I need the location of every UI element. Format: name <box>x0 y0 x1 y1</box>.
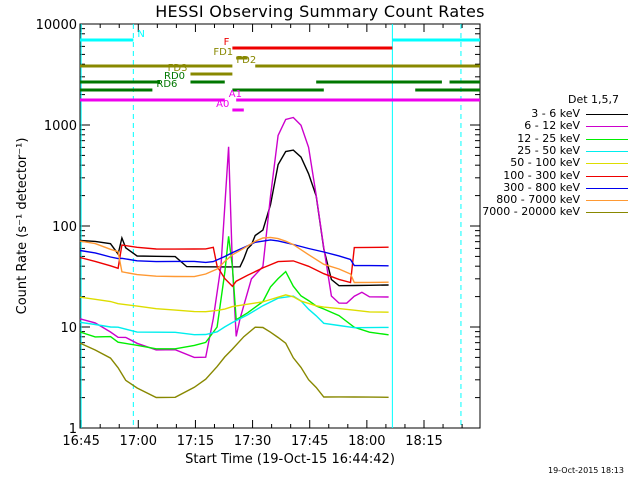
plot-frame <box>79 23 481 429</box>
flag-bar-label: A0 <box>216 99 229 110</box>
legend-entry-swatch <box>586 163 628 165</box>
x-tick-label: 17:00 <box>120 434 157 449</box>
chart-title: HESSI Observing Summary Count Rates <box>155 2 485 21</box>
series-line <box>79 294 389 313</box>
series-line <box>79 326 389 399</box>
flag-bar-label: FD3 <box>168 63 188 74</box>
x-tick-label: 17:45 <box>291 434 328 449</box>
legend-entry-label: 25 - 50 keV <box>517 143 580 157</box>
y-tick-label: 1 <box>69 422 77 437</box>
legend-entry-swatch <box>586 138 628 140</box>
legend-entry-label: 7000 - 20000 keV <box>482 205 580 219</box>
flag-bar-label: RD0 <box>164 71 185 82</box>
legend-entry-swatch <box>586 212 628 214</box>
series-line <box>79 116 389 359</box>
flag-bar-label: RD6 <box>156 79 177 90</box>
legend-entry-swatch <box>586 126 628 128</box>
y-tick-label: 10 <box>60 321 77 336</box>
y-tick-label: 10000 <box>36 18 77 33</box>
legend-entry-label: 12 - 25 keV <box>517 131 580 145</box>
legend-entry-label: 800 - 7000 keV <box>496 193 580 207</box>
series-line <box>79 239 389 267</box>
flag-bar-label: N <box>137 29 144 40</box>
legend-entry-swatch <box>586 175 628 177</box>
x-axis-label: Start Time (19-Oct-15 16:44:42) <box>185 452 395 467</box>
flag-bar-label: F <box>224 37 230 48</box>
legend-entry-label: 3 - 6 keV <box>531 107 580 120</box>
flag-bar-label: A1 <box>229 89 242 100</box>
legend-entry-label: 6 - 12 keV <box>524 119 580 133</box>
legend-title: Det 1,5,7 <box>568 93 620 106</box>
y-tick-label: 1000 <box>44 119 77 134</box>
legend-entry-label: 300 - 800 keV <box>503 180 580 194</box>
flag-bar-label: FD1 <box>213 47 233 58</box>
x-tick-label: 18:00 <box>348 434 385 449</box>
y-tick-label: 100 <box>52 220 77 235</box>
timestamp: 19-Oct-2015 18:13 <box>548 466 624 475</box>
x-tick-label: 17:15 <box>177 434 214 449</box>
series-line <box>79 236 389 284</box>
flag-bar-label: FD2 <box>236 55 256 66</box>
legend-entry-label: 100 - 300 keV <box>503 168 580 182</box>
x-tick-label: 17:30 <box>234 434 271 449</box>
legend-entry-swatch <box>586 200 628 202</box>
legend-entry-swatch <box>586 187 628 189</box>
x-tick-label: 16:45 <box>62 434 99 449</box>
legend-entry-label: 50 - 100 keV <box>510 156 580 170</box>
series-line <box>79 295 389 336</box>
series-line <box>79 244 389 288</box>
x-tick-label: 18:15 <box>405 434 442 449</box>
y-axis-label: Count Rate (s⁻¹ detector⁻¹) <box>15 138 30 315</box>
legend-entry-swatch <box>586 150 628 152</box>
series-line <box>79 149 389 287</box>
legend-entry-swatch <box>586 114 628 115</box>
series-line <box>79 236 389 350</box>
